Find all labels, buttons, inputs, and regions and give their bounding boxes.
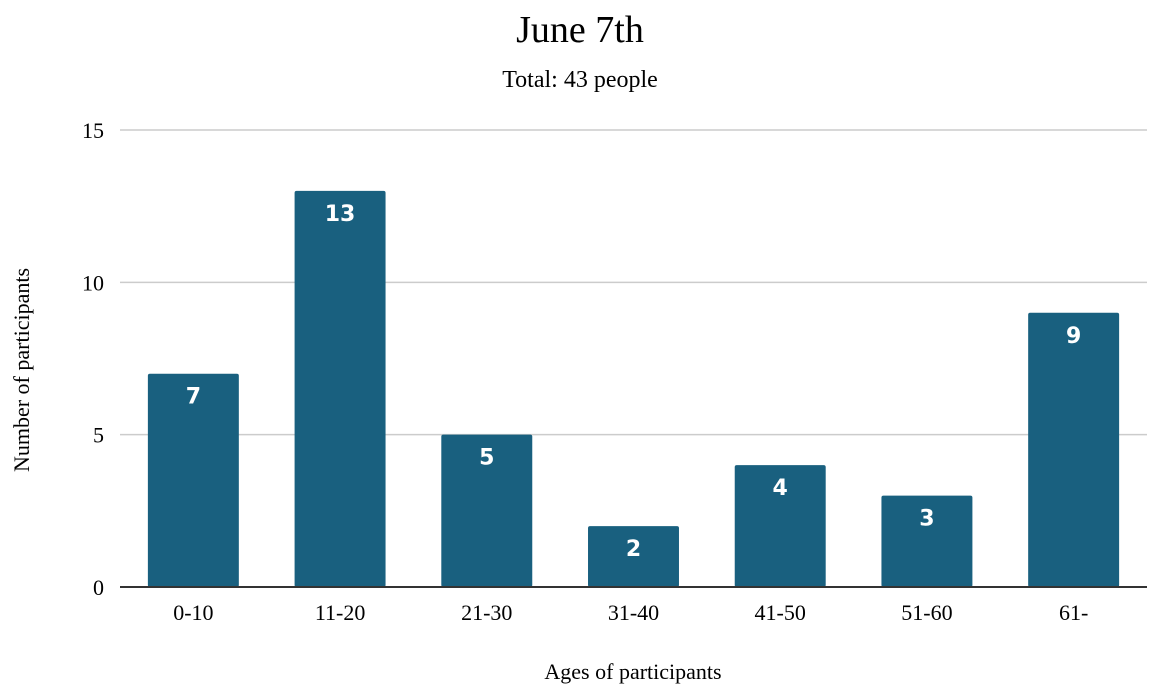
- bar: [294, 190, 386, 587]
- bar: [734, 465, 826, 587]
- chart-subtitle: Total: 43 people: [502, 67, 658, 93]
- x-tick-label: 61-: [1059, 600, 1088, 625]
- x-tick-label: 51-60: [901, 600, 952, 625]
- x-axis-label: Ages of participants: [544, 659, 721, 684]
- y-tick-label: 10: [82, 270, 104, 295]
- bar-value-label: 13: [325, 202, 356, 227]
- bar-value-label: 5: [479, 446, 494, 471]
- x-tick-label: 31-40: [608, 600, 659, 625]
- bar: [1028, 312, 1120, 587]
- y-tick-label: 5: [93, 423, 104, 448]
- bar-value-label: 2: [626, 537, 641, 562]
- x-tick-label: 0-10: [173, 600, 213, 625]
- bar: [881, 495, 973, 587]
- chart-title: June 7th: [516, 9, 644, 51]
- bar: [441, 434, 533, 587]
- bar-value-label: 7: [186, 385, 201, 410]
- y-tick-label: 15: [82, 118, 104, 143]
- y-axis-ticks: 0 5 10 15: [82, 118, 104, 600]
- bar-value-label: 3: [919, 507, 934, 532]
- bars: 7 13 5 2 4 3 9: [147, 190, 1120, 587]
- bar-value-label: 9: [1066, 324, 1081, 349]
- x-axis-ticks: 0-10 11-20 21-30 31-40 41-50 51-60 61-: [173, 600, 1088, 625]
- x-tick-label: 11-20: [315, 600, 366, 625]
- bar: [147, 373, 239, 587]
- y-tick-label: 0: [93, 575, 104, 600]
- bar: [588, 526, 679, 587]
- x-tick-label: 21-30: [461, 600, 512, 625]
- gridlines: [120, 129, 1147, 436]
- y-axis-label: Number of participants: [9, 268, 34, 472]
- bar-value-label: 4: [773, 476, 788, 501]
- x-tick-label: 41-50: [755, 600, 806, 625]
